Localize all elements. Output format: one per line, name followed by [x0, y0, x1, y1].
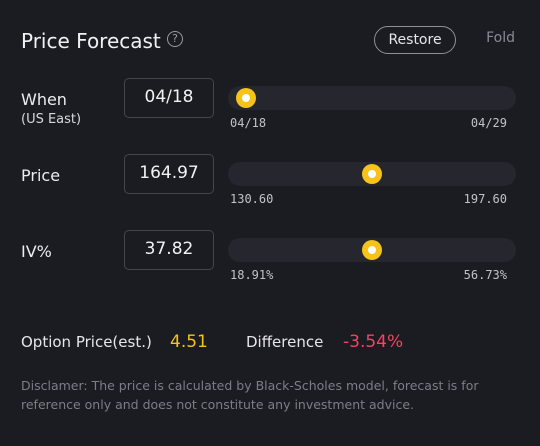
help-icon[interactable]: ? [167, 31, 183, 47]
page-title: Price Forecast [21, 29, 161, 53]
date-slider-thumb[interactable] [236, 88, 257, 108]
when-label: When [21, 90, 67, 109]
option-price-label: Option Price(est.) [21, 333, 152, 351]
iv-slider-thumb[interactable] [362, 240, 382, 260]
iv-label: IV% [21, 242, 52, 261]
when-row: When (US East) 04/18 04/18 04/29 [21, 78, 518, 138]
timezone-label: (US East) [21, 112, 82, 127]
price-slider-thumb[interactable] [362, 164, 382, 184]
date-slider[interactable] [228, 86, 516, 110]
restore-button[interactable]: Restore [374, 26, 456, 54]
iv-range-min: 18.91% [230, 268, 274, 282]
price-range-min: 130.60 [230, 192, 274, 206]
price-label: Price [21, 166, 61, 185]
iv-slider[interactable] [228, 238, 516, 262]
iv-input[interactable]: 37.82 [124, 230, 214, 270]
date-slider-track[interactable] [228, 86, 516, 110]
price-input[interactable]: 164.97 [124, 154, 214, 194]
price-row: Price 164.97 130.60 197.60 [21, 154, 518, 214]
price-range-max: 197.60 [463, 192, 507, 206]
fold-button[interactable]: Fold [486, 30, 515, 46]
option-price-value: 4.51 [170, 332, 208, 352]
summary: Option Price(est.) 4.51 Difference -3.54… [21, 331, 521, 355]
price-slider[interactable] [228, 162, 516, 186]
date-range-max: 04/29 [470, 116, 507, 130]
difference-value: -3.54% [343, 332, 404, 352]
disclaimer-text: Disclamer: The price is calculated by Bl… [21, 378, 479, 412]
header: Price Forecast ? Restore Fold [21, 26, 515, 56]
date-range-min: 04/18 [230, 116, 267, 130]
difference-label: Difference [246, 333, 324, 351]
iv-range-max: 56.73% [463, 268, 507, 282]
date-input[interactable]: 04/18 [124, 78, 214, 118]
iv-row: IV% 37.82 18.91% 56.73% [21, 230, 518, 290]
